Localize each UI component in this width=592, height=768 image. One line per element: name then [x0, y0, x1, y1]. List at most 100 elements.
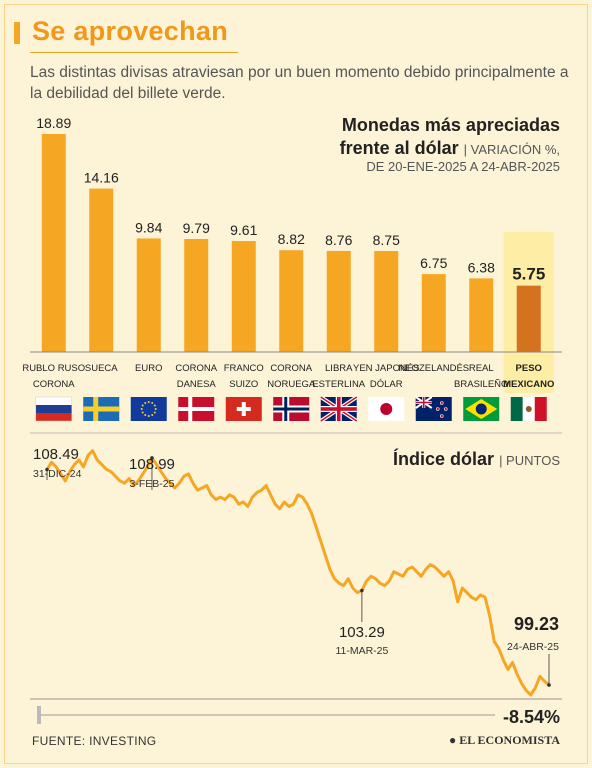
bar-value-label-0: 18.89: [36, 115, 71, 131]
flag-part: [236, 407, 251, 411]
bar-chart-title-line2-wrap: frente al dólar | VARIACIÓN %,: [340, 137, 560, 161]
bar-chart-range: DE 20-ENE-2025 A 24-ABR-2025: [366, 159, 560, 174]
bar-4: [231, 241, 256, 352]
bar-10: [516, 285, 541, 352]
line-chart-title-text: Índice dólar: [393, 449, 495, 469]
bar-category-label-2-0: EURO: [135, 363, 162, 374]
annotation-value-1: 108.99: [129, 456, 175, 473]
annotation-date-0: 31-DIC-24: [33, 468, 82, 480]
bar-category-label-3-0: CORONA: [175, 363, 217, 374]
publisher-brand: ● EL ECONOMISTA: [448, 733, 560, 747]
bar-category-label-9-0: REAL: [469, 363, 494, 374]
eu-star: [144, 414, 147, 417]
russia-flag: [35, 396, 72, 422]
eu-star: [151, 401, 154, 404]
bar-category-label-4-1: SUIZO: [229, 379, 258, 390]
eu-star: [140, 408, 143, 410]
eu-star: [153, 404, 156, 407]
eu-flag: [130, 397, 167, 421]
change-bracket-start: [37, 706, 41, 724]
flag-part: [35, 405, 72, 413]
eu-star: [141, 404, 144, 407]
sweden-flag: [83, 397, 120, 421]
bar-1: [89, 188, 114, 352]
bar-value-label-3: 9.79: [183, 220, 210, 236]
annotation-value-2: 103.29: [339, 624, 385, 641]
bar-category-label-10-0: PESO: [516, 363, 542, 374]
flag-part: [415, 401, 432, 404]
line-chart-title: Índice dólar | PUNTOS: [393, 449, 560, 470]
brazil-globe: [475, 403, 487, 415]
bar-9: [469, 278, 494, 352]
bar-category-label-1-0: SUECA: [85, 363, 118, 374]
uk-flag: [319, 395, 358, 423]
mexico-emblem: [525, 406, 532, 412]
flag-part: [35, 397, 72, 405]
denmark-flag: [178, 397, 215, 421]
eu-star: [147, 415, 150, 417]
bar-value-label-5: 8.82: [278, 231, 305, 247]
japan-disc: [380, 403, 393, 415]
nz-canton: [415, 396, 433, 409]
flag-part: [320, 407, 357, 411]
flag-part: [273, 407, 310, 411]
page-subtitle: Las distintas divisas atraviesan por un …: [30, 64, 569, 102]
bar-category-label-8-0: NEOZELANDÉS: [398, 363, 469, 374]
bar-6: [326, 250, 351, 352]
eu-star: [141, 411, 144, 414]
bar-7: [374, 251, 399, 352]
page-title: Se aprovechan: [32, 16, 228, 46]
bar-value-label-8: 6.75: [420, 255, 447, 271]
bar-chart-unit: | VARIACIÓN %,: [463, 142, 560, 157]
brazil-flag: [463, 397, 500, 421]
nz-star: [439, 401, 444, 405]
flag-part: [178, 407, 215, 411]
line-chart-unit: | PUNTOS: [499, 453, 560, 468]
bar-value-label-10: 5.75: [512, 265, 545, 284]
title-accent-bar: [14, 22, 20, 44]
flag-part: [35, 413, 72, 421]
bar-chart-title-line2: frente al dólar: [339, 138, 459, 158]
bar-category-label-0-0: RUBLO RUSO: [22, 363, 85, 374]
bar-chart-title: Monedas más apreciadas frente al dólar |…: [340, 114, 560, 161]
bar-0: [41, 134, 66, 352]
annotation-date-3: 24-ABR-25: [507, 641, 559, 653]
bar-value-label-7: 8.75: [373, 232, 400, 248]
eu-star: [147, 401, 150, 403]
flag-part: [83, 406, 120, 412]
bar-8: [421, 274, 446, 352]
bar-3: [184, 239, 209, 352]
bar-value-label-1: 14.16: [84, 170, 119, 186]
bar-category-label-6-1: ESTERLINA: [312, 379, 365, 390]
norway-flag: [273, 397, 310, 421]
source-note: FUENTE: INVESTING: [32, 734, 157, 748]
annotation-date-1: 3-FEB-25: [129, 478, 174, 490]
publisher-name: EL ECONOMISTA: [459, 733, 560, 747]
bar-2: [136, 238, 161, 352]
bar-category-label-5-0: CORONA: [270, 363, 312, 374]
change-percent: -8.54%: [502, 707, 560, 727]
bar-category-label-10-1: MEXICANO: [503, 379, 554, 390]
bar-category-label-5-1: NORUEGA: [267, 379, 316, 390]
nz-star: [435, 407, 440, 411]
annotation-value-3: 99.23: [514, 614, 559, 634]
eu-star: [144, 401, 147, 404]
japan-flag: [368, 397, 405, 421]
bar-category-label-9-1: BRASILEÑO: [454, 379, 508, 390]
bar-category-label-7-0: YEN JAPONÉS: [353, 363, 420, 374]
bar-value-label-4: 9.61: [230, 222, 257, 238]
flag-part: [534, 397, 547, 421]
bar-category-label-0-1: CORONA: [33, 379, 75, 390]
new-zealand-flag: [415, 396, 452, 421]
flag-part: [510, 397, 523, 421]
bar-value-label-9: 6.38: [468, 259, 495, 275]
eu-star: [151, 414, 154, 417]
bar-category-label-6-0: LIBRA: [325, 363, 353, 374]
nz-star: [443, 407, 448, 411]
dollar-index-line: [45, 449, 551, 697]
annotation-value-0: 108.49: [33, 446, 79, 463]
eu-star: [154, 408, 157, 410]
card-frame: [4, 4, 588, 764]
bar-5: [279, 250, 304, 352]
